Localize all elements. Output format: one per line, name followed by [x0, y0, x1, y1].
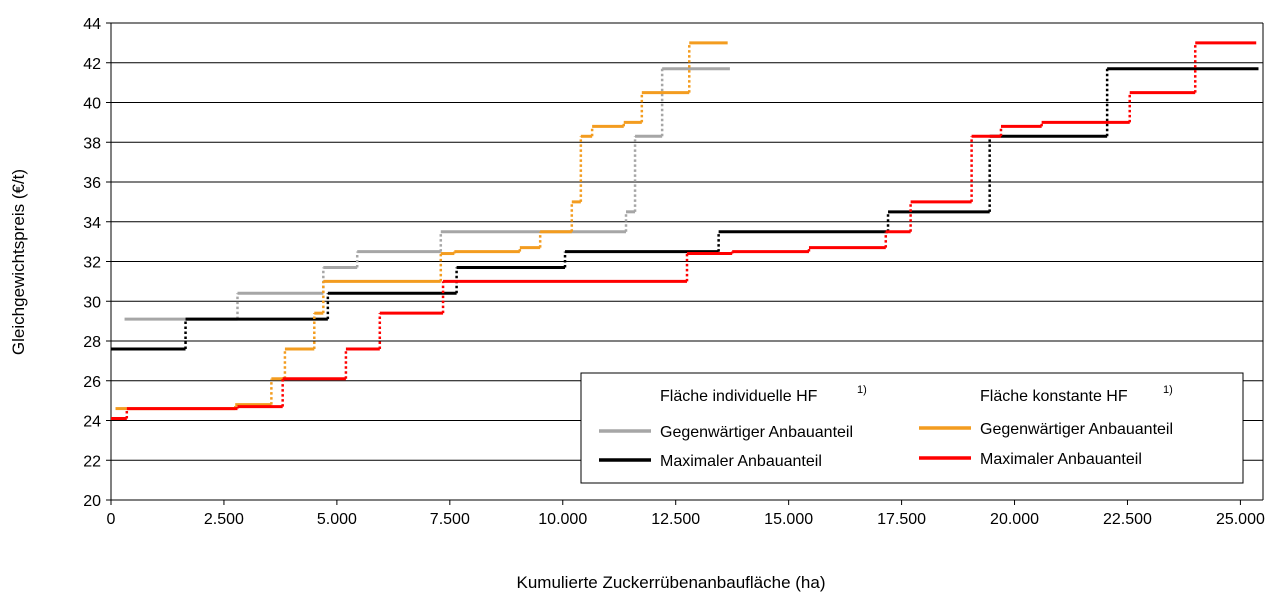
y-axis-title: Gleichgewichtspreis (€/t): [9, 169, 28, 355]
y-tick-label: 32: [83, 255, 101, 272]
y-tick-label: 42: [83, 56, 101, 73]
x-tick-label: 7.500: [430, 511, 470, 528]
series-2: [115, 41, 728, 411]
x-tick-label: 10.000: [538, 511, 587, 528]
legend-group1-footnote: 1): [857, 384, 867, 396]
x-tick-label: 12.500: [651, 511, 700, 528]
y-tick-label: 36: [83, 175, 101, 192]
y-tick-label: 30: [83, 294, 101, 311]
x-tick-label: 25.000: [1216, 511, 1265, 528]
y-tick-label: 22: [83, 453, 101, 470]
x-axis-title: Kumulierte Zuckerrübenanbaufläche (ha): [516, 573, 825, 592]
legend-label-orange: Gegenwärtiger Anbauanteil: [980, 421, 1173, 438]
tick-labels: 20 22 24 26 28 30 32 34 36 38 40 42 44 0 2.500 5.000 7.5…: [83, 16, 1265, 528]
x-tick-label: 0: [107, 511, 116, 528]
y-tick-label: 38: [83, 135, 101, 152]
legend-label-gray: Gegenwärtiger Anbauanteil: [660, 424, 853, 441]
legend-label-red: Maximaler Anbauanteil: [980, 451, 1142, 468]
y-tick-label: 26: [83, 374, 101, 391]
x-tick-label: 22.500: [1103, 511, 1152, 528]
x-tick-label: 2.500: [204, 511, 244, 528]
y-tick-label: 24: [83, 414, 101, 431]
y-tick-label: 34: [83, 215, 101, 232]
series-lines: [111, 41, 1259, 421]
x-tick-label: 17.500: [877, 511, 926, 528]
gridlines: [111, 22, 1263, 461]
legend-box: [580, 372, 1244, 484]
legend: Fläche individuelle HF 1) Fläche konstan…: [580, 372, 1244, 484]
series-3: [111, 41, 1257, 421]
x-tick-label: 15.000: [764, 511, 813, 528]
legend-group2-title: Fläche konstante HF: [980, 388, 1128, 405]
series-1: [111, 67, 1259, 351]
y-tick-label: 44: [83, 16, 101, 33]
x-tick-label: 20.000: [990, 511, 1039, 528]
x-tick-label: 5.000: [317, 511, 357, 528]
y-tick-label: 20: [83, 493, 101, 510]
legend-group2-footnote: 1): [1163, 384, 1173, 396]
y-tick-label: 40: [83, 96, 101, 113]
legend-group1-title: Fläche individuelle HF: [660, 388, 818, 405]
y-tick-label: 28: [83, 334, 101, 351]
legend-label-black: Maximaler Anbauanteil: [660, 453, 822, 470]
axes: [106, 22, 1264, 505]
